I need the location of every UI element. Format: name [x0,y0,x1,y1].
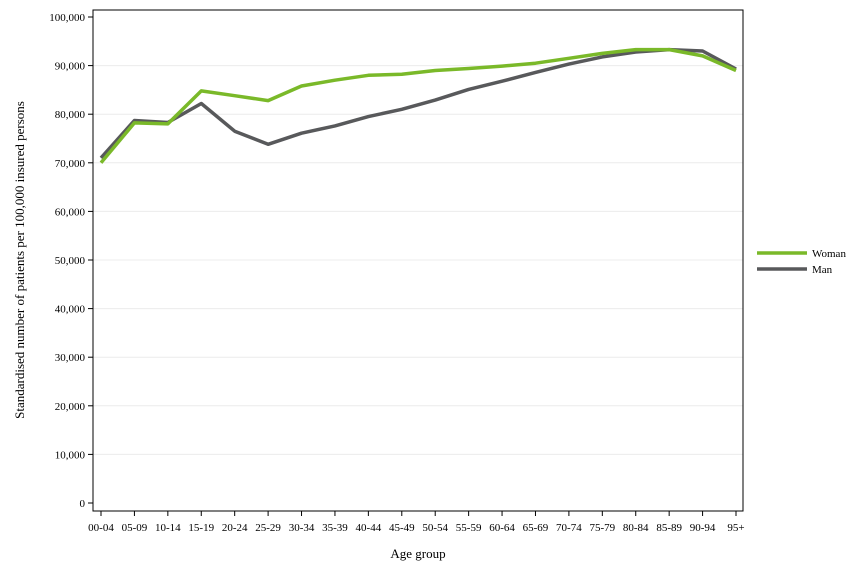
y-tick-label: 0 [80,498,86,510]
x-tick-label: 90-94 [690,522,716,534]
x-tick-label: 70-74 [556,522,582,534]
series-line-man [99,47,737,160]
x-tick-label: 15-19 [188,522,214,534]
x-tick-label: 50-54 [422,522,448,534]
series-line-woman [99,47,737,164]
y-tick-label: 10,000 [55,449,86,461]
y-tick-label: 40,000 [55,304,86,316]
legend: Woman Man [757,248,846,276]
y-tick-label: 60,000 [55,206,86,218]
y-axis-title: Standardised number of patients per 100,… [12,101,27,419]
x-tick-label: 75-79 [589,522,615,534]
series-lines [99,47,737,164]
x-tick-label: 00-04 [88,522,114,534]
x-tick-label: 30-34 [289,522,315,534]
y-tick-label: 80,000 [55,109,86,121]
x-tick-label: 60-64 [489,522,515,534]
x-tick-label: 45-49 [389,522,415,534]
x-tick-label: 85-89 [656,522,682,534]
x-tick-label: 20-24 [222,522,248,534]
gridlines [93,65,743,455]
x-tick-label: 05-09 [122,522,148,534]
y-tick-label: 50,000 [55,255,86,267]
y-tick-label: 30,000 [55,352,86,364]
y-tick-label: 70,000 [55,158,86,170]
x-tick-label: 35-39 [322,522,348,534]
x-tick-label: 55-59 [456,522,482,534]
x-tick-label: 80-84 [623,522,649,534]
legend-label-woman: Woman [812,248,846,260]
x-tick-label: 25-29 [255,522,281,534]
y-axis: 0 10,000 20,000 30,000 40,000 50,000 60,000 70,… [49,12,93,510]
legend-label-man: Man [812,264,833,276]
x-tick-label: 65-69 [523,522,549,534]
y-tick-label: 20,000 [55,401,86,413]
x-axis-title: Age group [390,546,445,561]
y-tick-label: 90,000 [55,61,86,73]
x-axis: 00-04 05-09 10-14 15-19 20-24 25-29 30-34 35-39… [88,511,745,534]
x-tick-label: 10-14 [155,522,181,534]
y-tick-label: 100,000 [49,12,85,24]
x-tick-label: 95+ [727,522,744,534]
x-tick-label: 40-44 [356,522,382,534]
